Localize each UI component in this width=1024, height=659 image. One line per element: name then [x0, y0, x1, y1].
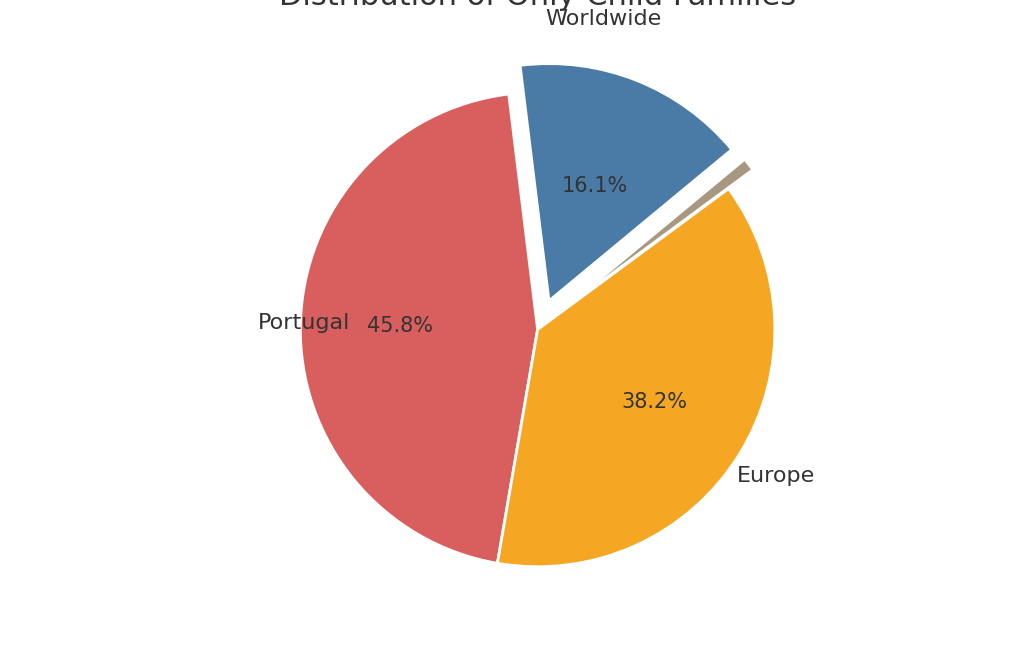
- Wedge shape: [520, 64, 732, 301]
- Text: 16.1%: 16.1%: [561, 176, 628, 196]
- Text: 45.8%: 45.8%: [367, 316, 433, 336]
- Wedge shape: [562, 159, 753, 310]
- Text: Portugal: Portugal: [258, 313, 350, 333]
- Wedge shape: [498, 188, 775, 567]
- Text: Europe: Europe: [736, 467, 815, 486]
- Wedge shape: [300, 94, 538, 563]
- Text: Worldwide: Worldwide: [545, 9, 662, 29]
- Title: Distribution of Only-Child Families: Distribution of Only-Child Families: [279, 0, 797, 11]
- Text: 38.2%: 38.2%: [622, 391, 688, 412]
